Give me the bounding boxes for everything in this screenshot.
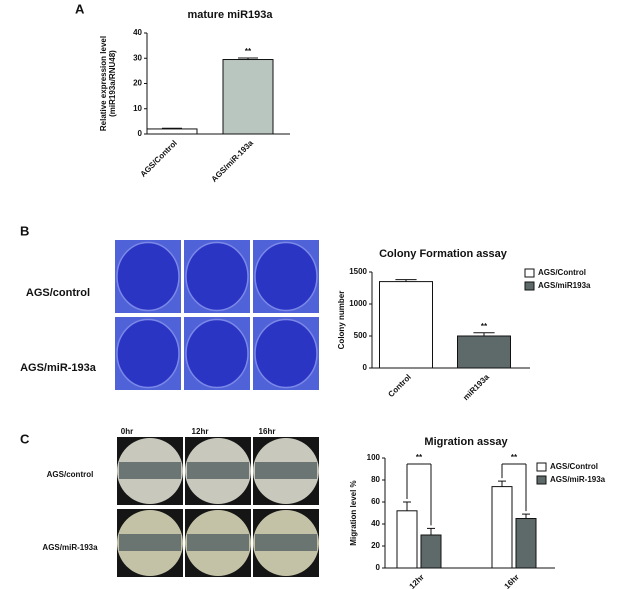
y-tick-label: 0 [363, 363, 368, 372]
legend-label: AGS/Control [538, 268, 586, 277]
legend-swatch [536, 475, 547, 485]
x-tick-label: 12hr [408, 573, 426, 589]
x-tick-label: Control [386, 373, 412, 399]
y-axis-label: (miR193a/RNU48) [108, 50, 117, 117]
y-tick-label: 1000 [349, 299, 367, 308]
wound-gap [255, 534, 317, 551]
bar [222, 59, 274, 135]
y-axis-label: Colony number [337, 291, 346, 350]
x-tick-label: miR193a [461, 372, 491, 402]
legend-label: AGS/Control [550, 462, 598, 471]
y-tick-label: 0 [376, 563, 381, 572]
y-tick-label: 1500 [349, 267, 367, 276]
row-label: AGS/miR-193a [42, 543, 98, 552]
significance: ** [245, 47, 252, 56]
legend-label: AGS/miR193a [538, 281, 591, 290]
colony-dish [116, 318, 180, 389]
row-label: AGS/control [26, 287, 90, 299]
wound-gap [119, 462, 181, 479]
y-axis-label: Migration level % [349, 480, 358, 545]
wound-gap [255, 462, 317, 479]
y-tick-label: 20 [133, 79, 142, 88]
wound-gap [187, 462, 249, 479]
bar [515, 518, 537, 569]
y-tick-label: 60 [371, 497, 380, 506]
bar [457, 335, 511, 369]
colony-dish [185, 318, 249, 389]
legend-label: AGS/miR-193a [550, 475, 606, 484]
bar [491, 486, 513, 569]
wound-gap [119, 534, 181, 551]
significance: ** [511, 453, 518, 462]
x-tick-label: AGS/miR-193a [210, 138, 256, 184]
y-tick-label: 20 [371, 541, 380, 550]
bar [146, 128, 198, 135]
chart-title: Migration assay [424, 436, 508, 448]
x-tick-label: AGS/Control [139, 139, 179, 179]
panel-label: A [75, 1, 85, 16]
colony-dish [254, 318, 318, 389]
panel-label: B [20, 223, 29, 238]
significance: ** [416, 453, 423, 462]
legend-swatch [524, 281, 535, 291]
wound-gap [187, 534, 249, 551]
y-tick-label: 100 [367, 453, 381, 462]
y-tick-label: 40 [133, 28, 142, 37]
y-tick-label: 10 [133, 104, 142, 113]
colony-dish [185, 241, 249, 312]
y-tick-label: 40 [371, 519, 380, 528]
legend-swatch [524, 268, 535, 278]
column-label: 16hr [259, 427, 276, 436]
y-tick-label: 80 [371, 475, 380, 484]
colony-dish [116, 241, 180, 312]
y-axis-label: Relative expression level [99, 36, 108, 131]
colony-dish [254, 241, 318, 312]
row-label: AGS/control [47, 470, 94, 479]
bar [420, 534, 442, 569]
chart-title: Colony Formation assay [379, 248, 508, 260]
y-tick-label: 500 [354, 331, 368, 340]
significance: ** [481, 322, 488, 331]
bar [396, 510, 418, 569]
y-tick-label: 30 [133, 53, 142, 62]
x-tick-label: 16hr [503, 573, 521, 589]
row-label: AGS/miR-193a [20, 362, 97, 374]
legend-swatch [536, 462, 547, 472]
y-tick-label: 0 [138, 129, 143, 138]
column-label: 0hr [121, 427, 133, 436]
chart-title: mature miR193a [188, 9, 274, 21]
panel-label: C [20, 431, 30, 446]
column-label: 12hr [192, 427, 209, 436]
bar [379, 281, 433, 369]
